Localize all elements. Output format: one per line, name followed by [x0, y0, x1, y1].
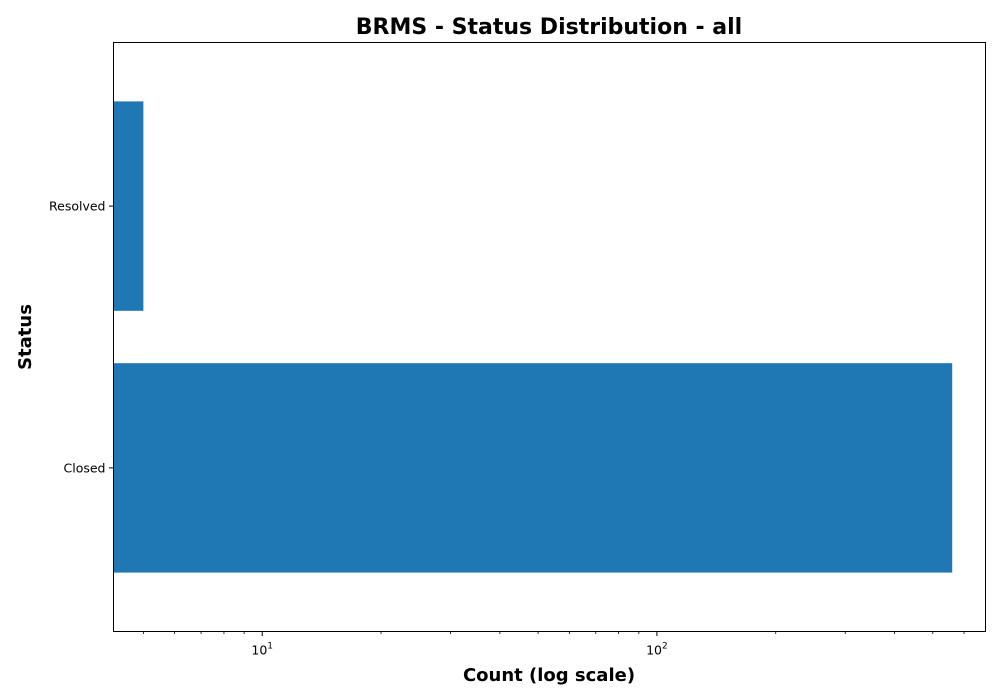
plot-frame [113, 42, 986, 632]
y-axis-label: Status [15, 304, 36, 370]
y-axis-ticks: Closed Resolved [49, 199, 114, 475]
chart-title: BRMS - Status Distribution - all [356, 15, 742, 40]
y-tick-label-resolved: Resolved [49, 199, 105, 214]
bar-resolved [113, 101, 144, 311]
y-tick-label-closed: Closed [64, 460, 106, 475]
bars-group [113, 101, 953, 573]
x-tick-label: 102 [646, 642, 668, 658]
bar-closed [113, 363, 953, 573]
x-tick-label: 101 [251, 642, 273, 658]
x-axis-ticks: 101 102 [142, 631, 965, 658]
x-axis-label: Count (log scale) [463, 665, 635, 686]
